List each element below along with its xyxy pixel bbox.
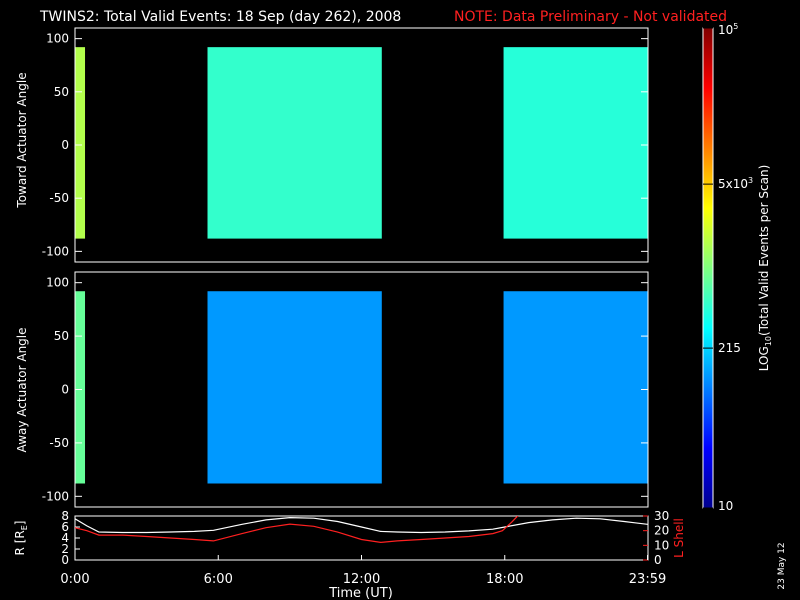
time-xtick-label: 6:00 bbox=[204, 572, 233, 587]
colorbar-tick-label: 10 bbox=[718, 499, 733, 513]
away-actuator-panel: Away Actuator Angle 100 50 0 -50 -100 bbox=[15, 271, 649, 508]
toward-data-block-1 bbox=[207, 47, 382, 239]
colorbar-label: LOG10(Total Valid Events per Scan) bbox=[757, 165, 773, 372]
toward-actuator-panel: Toward Actuator Angle 100 50 0 -50 -100 bbox=[15, 27, 649, 263]
r-ytick-label: 0 bbox=[61, 553, 69, 567]
l-shell-line bbox=[75, 516, 519, 544]
toward-ytick-label: 50 bbox=[54, 85, 69, 99]
l-shell-ylabel: L Shell bbox=[672, 518, 686, 558]
away-ytick-label: -50 bbox=[49, 436, 69, 450]
toward-actuator-ylabel: Toward Actuator Angle bbox=[15, 72, 29, 208]
colorbar-gradient bbox=[703, 28, 713, 508]
toward-ytick-label: -50 bbox=[49, 191, 69, 205]
away-data-block-1 bbox=[207, 291, 382, 484]
toward-ytick-label: 100 bbox=[46, 32, 69, 46]
away-ytick-label: 50 bbox=[54, 329, 69, 343]
r-ytick-label: 8 bbox=[61, 509, 69, 523]
orbit-panel: R [RE] L Shell Time (UT) 8642030201000:0… bbox=[13, 509, 686, 600]
colorbar-tick-label: 215 bbox=[718, 341, 741, 355]
toward-ytick-label: 0 bbox=[61, 138, 69, 152]
toward-ytick-label: -100 bbox=[42, 244, 69, 258]
r-ytick-label: 4 bbox=[61, 531, 69, 545]
r-ytick-label: 2 bbox=[61, 542, 69, 556]
r-distance-line bbox=[75, 516, 648, 534]
time-xtick-label: 12:00 bbox=[343, 572, 380, 587]
time-xtick-label: 18:00 bbox=[486, 572, 523, 587]
time-xtick-label: 23:59 bbox=[629, 572, 666, 587]
preliminary-note: NOTE: Data Preliminary - Not validated bbox=[454, 9, 727, 25]
l-shell-ytick-label: 0 bbox=[654, 553, 662, 567]
colorbar-tick-label: 5x103 bbox=[718, 176, 753, 191]
toward-data-block-0 bbox=[75, 47, 86, 239]
r-ylabel-main: R [R bbox=[13, 530, 27, 555]
away-ytick-label: 0 bbox=[61, 383, 69, 397]
chart-title: TWINS2: Total Valid Events: 18 Sep (day … bbox=[39, 9, 401, 25]
l-shell-ytick-label: 10 bbox=[654, 538, 669, 552]
l-shell-ytick-label: 30 bbox=[654, 509, 669, 523]
l-shell-ytick-label: 20 bbox=[654, 524, 669, 538]
colorbar: LOG10(Total Valid Events per Scan) 1055x… bbox=[702, 22, 773, 513]
toward-data-block-2 bbox=[503, 47, 648, 239]
colorbar-label-rest: (Total Valid Events per Scan) bbox=[757, 165, 771, 336]
colorbar-label-log: LOG bbox=[757, 346, 771, 371]
r-ylabel: R [RE] bbox=[13, 521, 29, 556]
away-data-block-0 bbox=[75, 291, 86, 484]
time-xlabel: Time (UT) bbox=[328, 586, 393, 600]
time-xtick-label: 0:00 bbox=[60, 572, 89, 587]
colorbar-tick-label: 105 bbox=[718, 22, 738, 37]
away-ytick-label: 100 bbox=[46, 276, 69, 290]
colorbar-label-sub: 10 bbox=[764, 336, 773, 346]
date-stamp: 23 May 12 bbox=[777, 542, 787, 589]
r-ylabel-close: ] bbox=[13, 521, 27, 526]
orbit-series-group bbox=[75, 516, 648, 544]
r-ylabel-sub: E bbox=[20, 525, 29, 530]
away-data-block-2 bbox=[503, 291, 648, 484]
away-actuator-ylabel: Away Actuator Angle bbox=[15, 327, 29, 452]
away-ytick-label: -100 bbox=[42, 489, 69, 503]
r-ytick-label: 6 bbox=[61, 520, 69, 534]
